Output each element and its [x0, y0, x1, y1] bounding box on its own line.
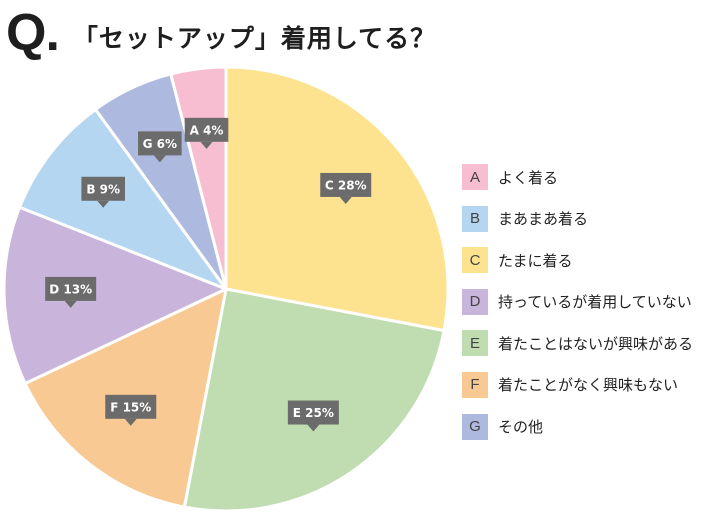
- callout-pointer: [200, 141, 213, 149]
- callout-pointer: [64, 300, 77, 308]
- pie-slice-e: [182, 287, 446, 513]
- callout-box: [138, 131, 182, 156]
- legend-swatch: E: [462, 330, 488, 357]
- callout-pointer: [97, 200, 110, 208]
- callout-label: D 13%: [49, 282, 92, 296]
- pie-slice-c: [224, 65, 450, 333]
- legend-item-g: G その他: [462, 410, 693, 444]
- callout-box: [320, 172, 372, 197]
- legend-swatch: A: [462, 164, 488, 190]
- callout-pointer: [339, 196, 352, 204]
- legend-swatch: B: [462, 205, 488, 232]
- callout-label: C 28%: [325, 178, 367, 192]
- legend-label: 持っているが着用していない: [498, 293, 692, 312]
- legend-label: その他: [498, 418, 544, 437]
- callout-pointer: [153, 155, 166, 163]
- callout-label: B 9%: [86, 182, 120, 196]
- pie-slice-d: [2, 205, 228, 386]
- legend-label: たまに着る: [498, 251, 573, 270]
- callout-label: G 6%: [143, 137, 177, 151]
- callout-b: B 9%: [81, 176, 126, 208]
- legend-label: よく着る: [498, 168, 559, 187]
- legend-label: まあまあ着る: [498, 210, 589, 229]
- legend-swatch: C: [462, 247, 488, 274]
- legend-item-e: E 着たことはないが興味がある: [462, 326, 693, 360]
- q-mark: Q.: [6, 4, 60, 62]
- question-header: Q. 「セットアップ」着用してる？: [6, 6, 436, 60]
- question-title: 「セットアップ」着用してる？: [72, 24, 437, 53]
- legend-swatch: G: [462, 413, 488, 440]
- callout-label: A 4%: [190, 123, 224, 137]
- callout-e: E 25%: [287, 400, 339, 432]
- legend-item-a: A よく着る: [462, 160, 693, 194]
- legend-item-d: D 持っているが着用していない: [462, 285, 693, 319]
- legend-label: 着たことはないが興味がある: [498, 334, 694, 353]
- callout-d: D 13%: [45, 276, 97, 308]
- legend-label: 着たことがなく興味もない: [498, 376, 679, 395]
- callout-f: F 15%: [105, 394, 157, 426]
- callout-label: E 25%: [293, 406, 334, 420]
- callout-box: [81, 176, 126, 201]
- callout-a: A 4%: [184, 117, 229, 149]
- legend-swatch: D: [462, 288, 488, 315]
- legend-swatch: F: [462, 371, 488, 398]
- legend-item-b: B まあまあ着る: [462, 202, 693, 236]
- callout-box: [287, 400, 339, 425]
- callout-g: G 6%: [138, 131, 182, 163]
- callout-box: [45, 276, 97, 301]
- callout-pointer: [124, 418, 137, 426]
- legend-item-c: C たまに着る: [462, 243, 693, 277]
- callout-pointer: [307, 424, 320, 432]
- callout-box: [105, 394, 157, 419]
- callout-box: [184, 117, 229, 142]
- callout-label: F 15%: [110, 400, 151, 414]
- callout-c: C 28%: [320, 172, 372, 204]
- legend-item-f: F 着たことがなく興味もない: [462, 368, 693, 402]
- legend: A よく着る B まあまあ着る C たまに着る D 持っているが着用していない E 着たことはない…: [462, 160, 693, 451]
